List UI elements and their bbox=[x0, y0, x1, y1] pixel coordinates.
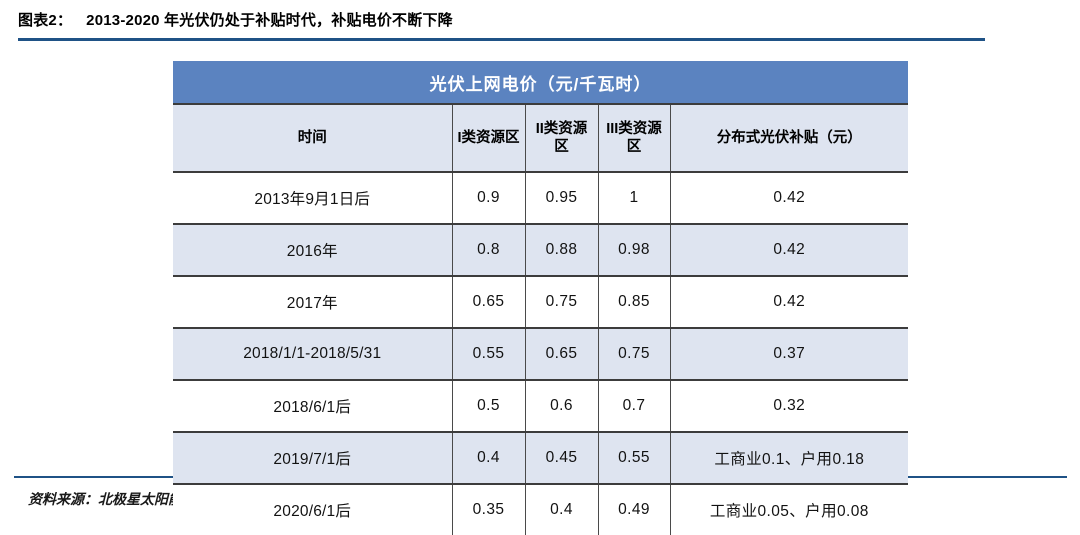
cell-zone2: 0.6 bbox=[524, 380, 598, 432]
cell-zone2: 0.75 bbox=[524, 276, 598, 328]
cell-time: 2020/6/1后 bbox=[173, 484, 452, 535]
cell-subsidy: 工商业0.05、户用0.08 bbox=[669, 484, 909, 535]
figure-number: 图表2： bbox=[18, 12, 73, 29]
table-row: 2019/7/1后 0.4 0.45 0.55 工商业0.1、户用0.18 bbox=[173, 431, 909, 485]
cell-zone3: 0.98 bbox=[597, 223, 670, 277]
cell-zone2: 0.95 bbox=[524, 172, 598, 224]
cell-zone1: 0.55 bbox=[451, 327, 525, 381]
pv-price-table-container: 光伏上网电价（元/千瓦时） 时间 I类资源区 II类资源区 III类资源区 分布… bbox=[173, 61, 909, 535]
cell-time: 2013年9月1日后 bbox=[173, 172, 452, 224]
cell-zone3: 0.55 bbox=[597, 431, 670, 485]
cell-zone2: 0.88 bbox=[524, 223, 598, 277]
table-title: 光伏上网电价（元/千瓦时） bbox=[173, 61, 909, 104]
cell-time: 2016年 bbox=[173, 223, 452, 277]
column-header-zone2: II类资源区 bbox=[524, 103, 598, 173]
cell-zone2: 0.4 bbox=[524, 484, 598, 535]
page-title: 图表2： 2013-2020 年光伏仍处于补贴时代，补贴电价不断下降 bbox=[18, 9, 453, 30]
cell-time: 2018/1/1-2018/5/31 bbox=[173, 327, 452, 381]
table-header-row: 时间 I类资源区 II类资源区 III类资源区 分布式光伏补贴（元） bbox=[173, 103, 909, 173]
cell-zone1: 0.9 bbox=[451, 172, 525, 224]
column-header-time: 时间 bbox=[173, 103, 452, 173]
figure-title-text: 2013-2020 年光伏仍处于补贴时代，补贴电价不断下降 bbox=[86, 12, 453, 29]
table-row: 2016年 0.8 0.88 0.98 0.42 bbox=[173, 223, 909, 277]
title-divider bbox=[18, 38, 985, 41]
table-title-row: 光伏上网电价（元/千瓦时） bbox=[173, 61, 909, 104]
cell-zone1: 0.8 bbox=[451, 223, 525, 277]
cell-subsidy: 0.37 bbox=[669, 327, 909, 381]
cell-subsidy: 0.42 bbox=[669, 172, 909, 224]
cell-zone3: 0.7 bbox=[597, 380, 670, 432]
cell-zone1: 0.4 bbox=[451, 431, 525, 485]
cell-subsidy: 工商业0.1、户用0.18 bbox=[669, 431, 909, 485]
table-row: 2017年 0.65 0.75 0.85 0.42 bbox=[173, 276, 909, 328]
table-row: 2020/6/1后 0.35 0.4 0.49 工商业0.05、户用0.08 bbox=[173, 484, 909, 535]
cell-zone1: 0.5 bbox=[451, 380, 525, 432]
cell-zone1: 0.35 bbox=[451, 484, 525, 535]
cell-time: 2018/6/1后 bbox=[173, 380, 452, 432]
cell-zone3: 1 bbox=[597, 172, 670, 224]
table-row: 2013年9月1日后 0.9 0.95 1 0.42 bbox=[173, 172, 909, 224]
pv-price-table: 光伏上网电价（元/千瓦时） 时间 I类资源区 II类资源区 III类资源区 分布… bbox=[173, 61, 909, 535]
cell-zone2: 0.65 bbox=[524, 327, 598, 381]
cell-subsidy: 0.32 bbox=[669, 380, 909, 432]
cell-time: 2017年 bbox=[173, 276, 452, 328]
column-header-distributed-subsidy: 分布式光伏补贴（元） bbox=[669, 103, 909, 173]
cell-zone3: 0.49 bbox=[597, 484, 670, 535]
table-body: 2013年9月1日后 0.9 0.95 1 0.42 2016年 0.8 0.8… bbox=[173, 172, 909, 535]
cell-zone3: 0.75 bbox=[597, 327, 670, 381]
cell-zone2: 0.45 bbox=[524, 431, 598, 485]
cell-time: 2019/7/1后 bbox=[173, 431, 452, 485]
cell-subsidy: 0.42 bbox=[669, 223, 909, 277]
column-header-zone1: I类资源区 bbox=[451, 103, 525, 173]
cell-zone3: 0.85 bbox=[597, 276, 670, 328]
column-header-zone3: III类资源区 bbox=[597, 103, 670, 173]
table-row: 2018/1/1-2018/5/31 0.55 0.65 0.75 0.37 bbox=[173, 327, 909, 381]
cell-zone1: 0.65 bbox=[451, 276, 525, 328]
cell-subsidy: 0.42 bbox=[669, 276, 909, 328]
table-row: 2018/6/1后 0.5 0.6 0.7 0.32 bbox=[173, 380, 909, 432]
